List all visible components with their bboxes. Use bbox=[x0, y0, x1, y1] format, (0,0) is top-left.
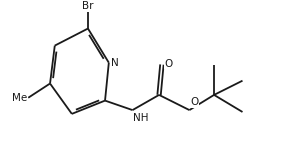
Text: Me: Me bbox=[12, 93, 27, 103]
Text: Br: Br bbox=[82, 1, 94, 11]
Text: O: O bbox=[190, 97, 199, 107]
Text: N: N bbox=[111, 58, 118, 68]
Text: NH: NH bbox=[133, 113, 149, 123]
Text: O: O bbox=[165, 59, 173, 69]
